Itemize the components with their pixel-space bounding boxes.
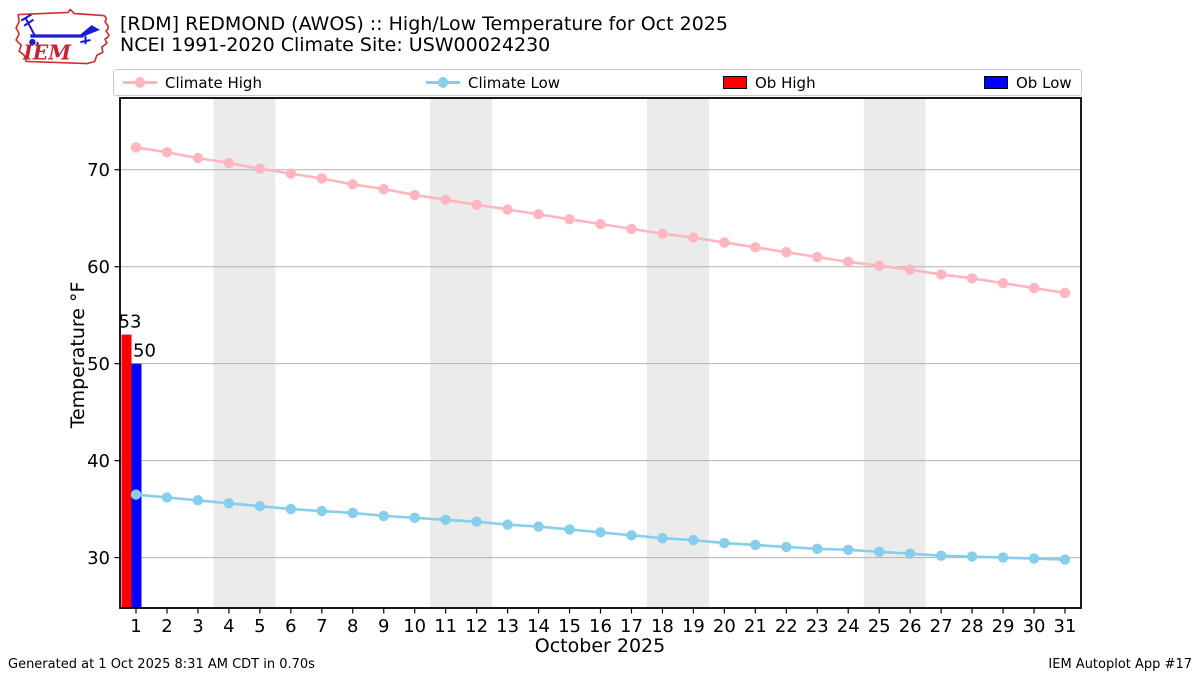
svg-text:4: 4 [223, 616, 234, 637]
svg-text:19: 19 [682, 616, 705, 637]
svg-text:16: 16 [589, 616, 612, 637]
svg-text:6: 6 [285, 616, 296, 637]
y-axis: 30 40 50 60 70 [87, 160, 120, 569]
svg-text:70: 70 [87, 160, 110, 181]
app-credit-text: IEM Autoplot App #17 [1048, 657, 1192, 672]
legend-item-climate-low: Climate Low [426, 70, 560, 95]
chart-subtitle: NCEI 1991-2020 Climate Site: USW00024230 [120, 33, 551, 56]
svg-text:21: 21 [744, 616, 767, 637]
ob-low-swatch-icon [984, 76, 1008, 89]
svg-text:11: 11 [434, 616, 457, 637]
logo-text: IEM [22, 40, 72, 64]
svg-text:2: 2 [161, 616, 172, 637]
svg-text:30: 30 [87, 548, 110, 569]
svg-text:9: 9 [378, 616, 389, 637]
svg-text:15: 15 [558, 616, 581, 637]
climate-low-line-marker-icon [426, 76, 460, 90]
svg-text:24: 24 [837, 616, 860, 637]
svg-text:12: 12 [465, 616, 488, 637]
svg-text:10: 10 [403, 616, 426, 637]
svg-text:53: 53 [119, 312, 142, 333]
svg-text:14: 14 [527, 616, 550, 637]
legend-item-climate-high: Climate High [123, 70, 262, 95]
svg-text:3: 3 [192, 616, 203, 637]
chart-title-block: [RDM] REDMOND (AWOS) :: High/Low Tempera… [120, 14, 728, 55]
svg-text:22: 22 [775, 616, 798, 637]
chart-title: [RDM] REDMOND (AWOS) :: High/Low Tempera… [120, 13, 728, 35]
svg-text:50: 50 [133, 341, 156, 362]
svg-text:27: 27 [930, 616, 953, 637]
svg-text:28: 28 [961, 616, 984, 637]
y-axis-label: Temperature °F [67, 281, 89, 429]
svg-text:20: 20 [713, 616, 736, 637]
x-axis-title: October 2025 [535, 635, 665, 657]
x-axis: 1 2 3 4 5 6 7 8 9 10 11 12 13 14 15 16 17 18 19 20 21 22 23 24 2… [130, 608, 1076, 657]
svg-text:25: 25 [868, 616, 891, 637]
weather-vane-icon [20, 13, 100, 48]
svg-text:5: 5 [254, 616, 265, 637]
legend-label: Ob Low [1016, 73, 1072, 92]
svg-text:1: 1 [130, 616, 141, 637]
climate-high-line-marker-icon [123, 76, 157, 90]
generated-at-text: Generated at 1 Oct 2025 8:31 AM CDT in 0… [8, 657, 315, 672]
iowa-outline-icon [15, 8, 110, 65]
ob-high-swatch-icon [723, 76, 747, 89]
svg-text:17: 17 [620, 616, 643, 637]
legend-label: Climate Low [468, 73, 561, 92]
legend-label: Ob High [755, 73, 816, 92]
svg-text:31: 31 [1054, 616, 1077, 637]
weekend-bands [213, 98, 926, 608]
svg-text:13: 13 [496, 616, 519, 637]
iem-logo: IEM [15, 8, 110, 65]
svg-text:40: 40 [87, 451, 110, 472]
gridlines [120, 169, 1081, 559]
svg-text:7: 7 [316, 616, 327, 637]
svg-text:29: 29 [992, 616, 1015, 637]
chart-legend: Climate High Climate Low Ob High Ob Low [113, 69, 1082, 96]
svg-text:30: 30 [1023, 616, 1046, 637]
series-climate-high [130, 142, 1071, 299]
legend-item-ob-high: Ob High [723, 70, 816, 95]
svg-text:50: 50 [87, 354, 110, 375]
svg-text:60: 60 [87, 257, 110, 278]
series-climate-low [130, 489, 1071, 565]
svg-text:23: 23 [806, 616, 829, 637]
svg-text:18: 18 [651, 616, 674, 637]
svg-text:26: 26 [899, 616, 922, 637]
legend-item-ob-low: Ob Low [984, 70, 1072, 95]
svg-text:8: 8 [347, 616, 358, 637]
legend-label: Climate High [165, 73, 262, 92]
chart-area: 53 50 1 2 3 4 5 6 7 8 9 10 11 12 13 14 15 16 17 18 19 20 21 22 2… [0, 95, 1200, 657]
